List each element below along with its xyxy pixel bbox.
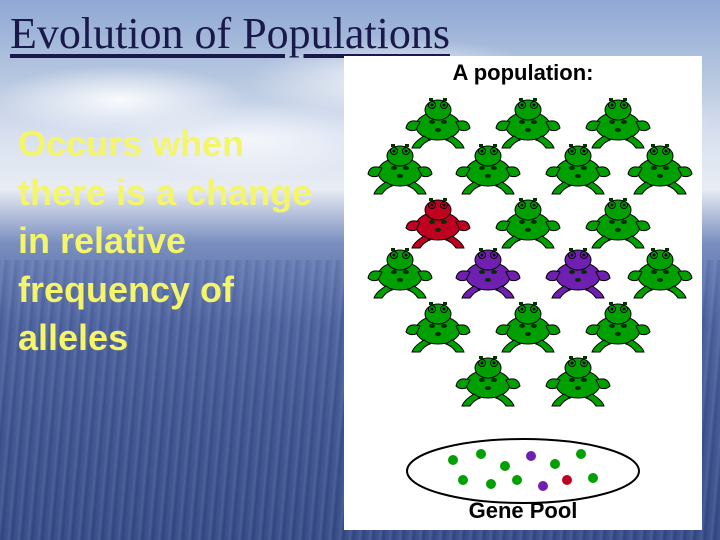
slide-body-text: Occurs when there is a change in relativ… xyxy=(18,120,328,363)
frog-icon xyxy=(364,138,436,196)
allele-dot xyxy=(588,473,598,483)
allele-dot xyxy=(500,461,510,471)
allele-dot xyxy=(458,475,468,485)
frog-icon xyxy=(492,296,564,354)
frog-icon xyxy=(364,242,436,300)
allele-dot xyxy=(538,481,548,491)
genepool-ellipse xyxy=(403,436,643,506)
allele-dot xyxy=(486,479,496,489)
frog-icon xyxy=(542,138,614,196)
allele-dot xyxy=(562,475,572,485)
frog-icon xyxy=(452,350,524,408)
frog-icon xyxy=(582,296,654,354)
allele-dot xyxy=(476,449,486,459)
frog-icon xyxy=(624,242,696,300)
frog-icon xyxy=(402,296,474,354)
diagram-title: A population: xyxy=(344,56,702,86)
frog-icon xyxy=(452,138,524,196)
frog-icon xyxy=(542,242,614,300)
frog-icon xyxy=(542,350,614,408)
allele-dot xyxy=(550,459,560,469)
genepool-area: Gene Pool xyxy=(344,436,702,536)
frog-grid xyxy=(344,86,702,436)
allele-dot xyxy=(512,475,522,485)
allele-dot xyxy=(526,451,536,461)
slide-title: Evolution of Populations xyxy=(10,8,450,59)
frog-icon xyxy=(452,242,524,300)
allele-dot xyxy=(576,449,586,459)
frog-icon xyxy=(624,138,696,196)
population-diagram: A population: xyxy=(344,56,702,530)
allele-dot xyxy=(448,455,458,465)
